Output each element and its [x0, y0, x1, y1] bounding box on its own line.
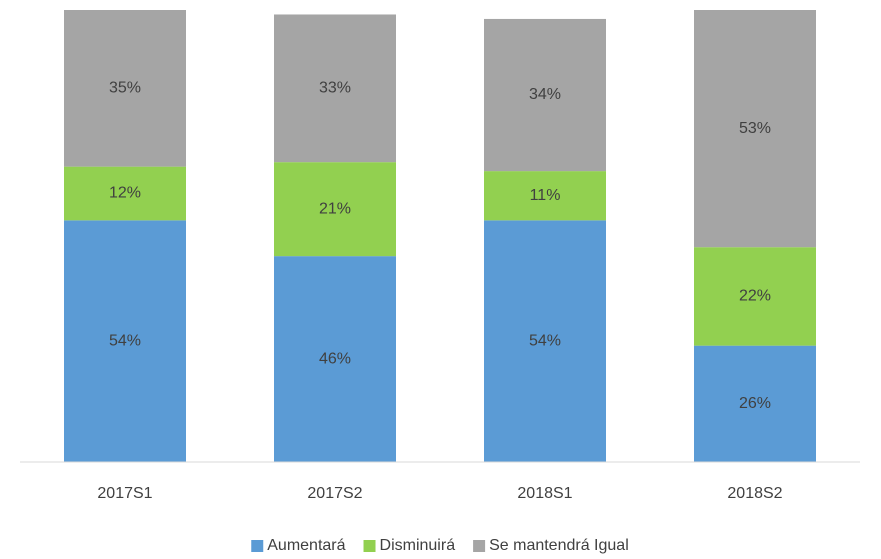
legend-label: Aumentará: [267, 537, 345, 554]
data-label: 35%: [109, 80, 141, 97]
bar-segment: [484, 171, 606, 221]
x-tick-label: 2017S1: [97, 485, 152, 502]
data-label: 21%: [319, 200, 351, 217]
x-tick-label: 2017S2: [307, 485, 362, 502]
data-label: 26%: [739, 395, 771, 412]
bar-segment: [694, 345, 816, 462]
bar-segment: [274, 256, 396, 462]
legend-label: Disminuirá: [380, 537, 456, 554]
bar-segment: [64, 166, 186, 221]
data-label: 12%: [109, 185, 141, 202]
bar-segment: [484, 18, 606, 172]
legend-swatch: [251, 540, 264, 552]
bar-segment: [274, 162, 396, 257]
data-label: 34%: [529, 86, 561, 103]
bar-segment: [64, 10, 186, 167]
data-label: 33%: [319, 80, 351, 97]
data-label: 11%: [530, 187, 561, 204]
bar-segment: [274, 14, 396, 163]
data-label: 53%: [739, 120, 771, 137]
bar-segment: [694, 247, 816, 346]
x-tick-label: 2018S2: [727, 485, 782, 502]
x-tick-label: 2018S1: [517, 485, 572, 502]
data-label: 54%: [529, 332, 561, 349]
bar-segment: [64, 220, 186, 462]
data-label: 22%: [739, 288, 771, 305]
data-label: 54%: [109, 332, 141, 349]
legend-swatch: [473, 540, 486, 552]
bar-segment: [694, 10, 816, 248]
legend-swatch: [363, 540, 376, 552]
legend-label: Se mantendrá Igual: [489, 537, 629, 554]
bar-segment: [484, 220, 606, 462]
data-label: 46%: [319, 350, 351, 367]
